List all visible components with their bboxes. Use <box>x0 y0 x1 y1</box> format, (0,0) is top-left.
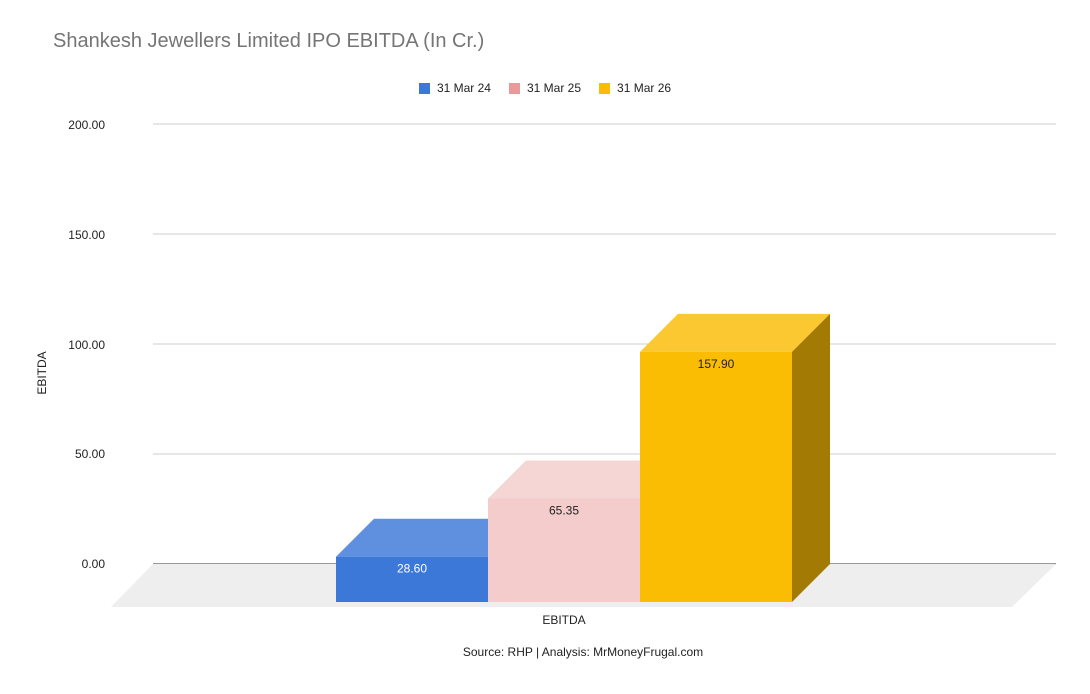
legend-swatch-31-mar-25 <box>508 82 520 94</box>
data-label: 28.60 <box>397 562 427 576</box>
bar-front-face <box>640 351 792 602</box>
x-category-label: EBITDA <box>542 613 586 627</box>
bar-front-face <box>488 498 640 602</box>
source-note: Source: RHP | Analysis: MrMoneyFrugal.co… <box>462 645 704 659</box>
bar-top-face <box>336 518 526 557</box>
y-tick-label: 100.00 <box>68 338 105 352</box>
legend-item-31-mar-26[interactable]: 31 Mar 26 <box>599 81 671 95</box>
data-label: 157.90 <box>698 357 735 371</box>
bar-side-face <box>792 313 830 602</box>
bar-31-mar-26[interactable]: 157.90 <box>640 313 830 602</box>
legend-label-31-mar-25: 31 Mar 25 <box>526 81 582 95</box>
legend-swatch-31-mar-24 <box>418 82 430 94</box>
data-label: 65.35 <box>549 503 579 517</box>
bar-top-face <box>640 313 830 352</box>
chart-legend: 31 Mar 24 31 Mar 25 31 Mar 26 <box>0 81 1090 95</box>
legend-item-31-mar-25[interactable]: 31 Mar 25 <box>508 81 582 95</box>
y-tick-label: 200.00 <box>68 118 105 132</box>
bar-31-mar-25[interactable]: 65.35 <box>488 460 678 602</box>
y-tick-label: 50.00 <box>74 447 105 461</box>
bar-top-face <box>488 460 678 499</box>
y-tick-label: 150.00 <box>68 228 105 242</box>
chart-title: Shankesh Jewellers Limited IPO EBITDA (I… <box>53 30 485 52</box>
bar-31-mar-24[interactable]: 28.60 <box>336 518 526 602</box>
bar-front-face <box>336 556 488 602</box>
legend-swatch-31-mar-26 <box>599 82 611 94</box>
legend-label-31-mar-26: 31 Mar 26 <box>617 81 672 95</box>
y-tick-label: 0.00 <box>81 557 105 571</box>
legend-label-31-mar-24: 31 Mar 24 <box>436 81 491 95</box>
legend-item-31-mar-24[interactable]: 31 Mar 24 <box>418 81 491 95</box>
